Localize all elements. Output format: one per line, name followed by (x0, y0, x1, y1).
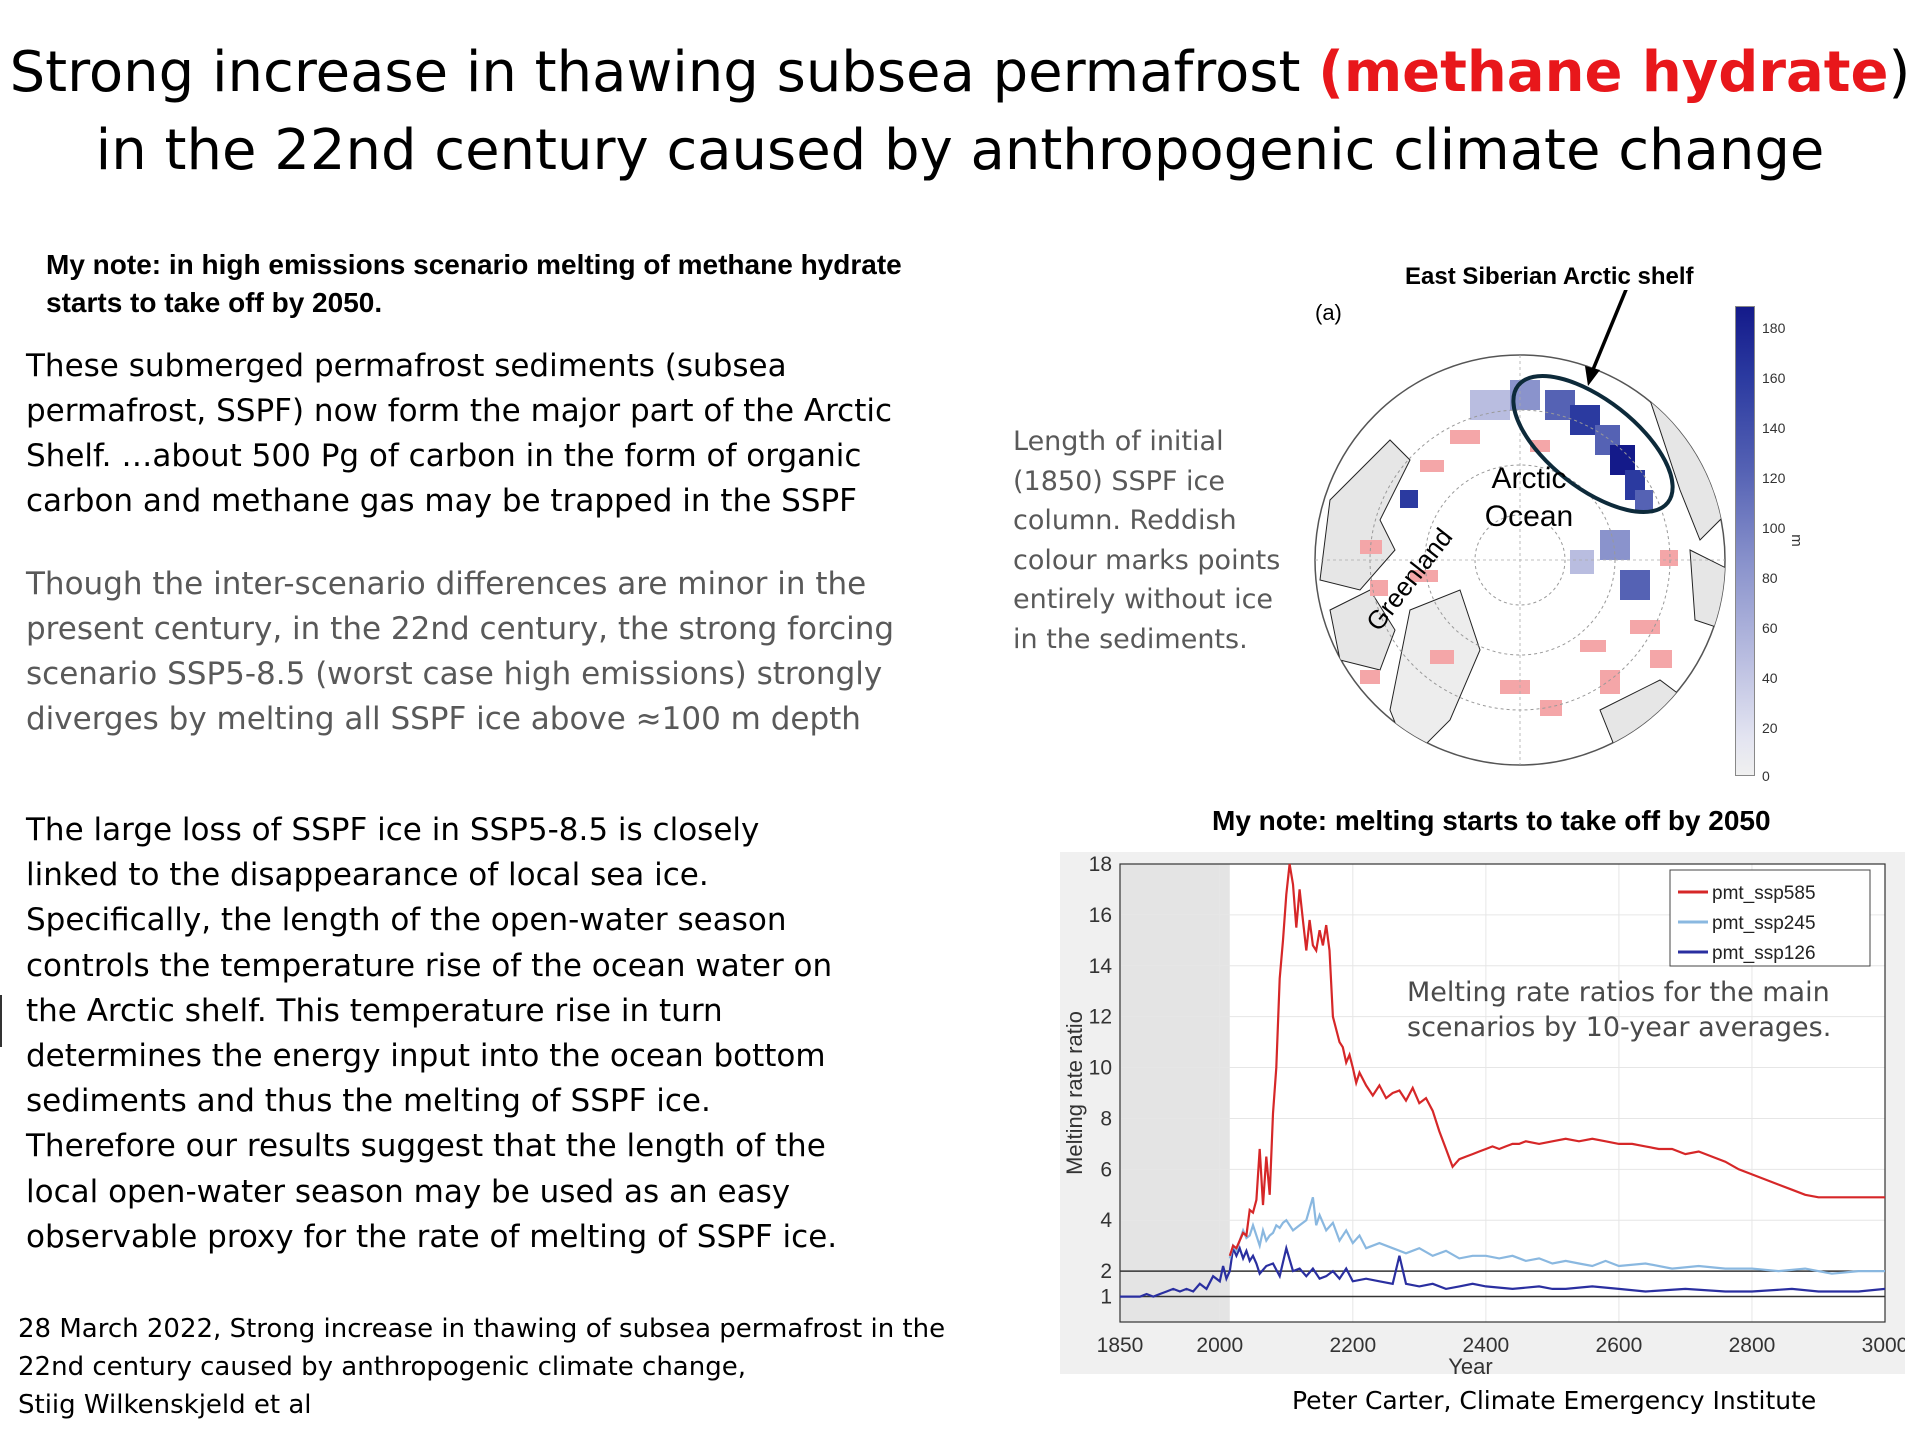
y-tick-label: 6 (1100, 1158, 1112, 1181)
x-tick-label: 3000 (1862, 1334, 1905, 1357)
paragraph-scenario-differences: Though the inter-scenario differences ar… (26, 566, 895, 737)
x-axis-label: Year (1448, 1354, 1492, 1374)
y-tick-label: 2 (1100, 1260, 1112, 1283)
title-line-2: in the 22nd century caused by anthropoge… (95, 118, 1825, 183)
colorbar-unit: m (1787, 534, 1805, 547)
x-tick-label: 2000 (1196, 1334, 1243, 1357)
y-tick-label: 8 (1100, 1107, 1112, 1130)
x-tick-label: 2800 (1729, 1334, 1776, 1357)
series-line-pmt_ssp126 (1120, 1243, 1886, 1298)
legend-label-pmt_ssp245: pmt_ssp245 (1712, 913, 1816, 934)
map-colorbar (1735, 306, 1755, 776)
y-tick-label: 12 (1089, 1006, 1112, 1029)
chart-annotation: Melting rate ratios for the main scenari… (1407, 977, 1832, 1043)
historical-shaded-region (1120, 864, 1230, 1322)
colorbar-tick: 40 (1762, 670, 1778, 686)
title-highlight: (methane hydrate (1318, 40, 1889, 105)
y-tick-label: 1 (1100, 1286, 1112, 1309)
colorbar-tick: 80 (1762, 570, 1778, 586)
map-panel-label: (a) (1315, 300, 1342, 325)
title-line-1: Strong increase in thawing subsea permaf… (9, 40, 1911, 105)
page-title: Strong increase in thawing subsea permaf… (0, 34, 1920, 190)
esas-callout-label: East Siberian Arctic shelf (1405, 263, 1694, 290)
credit: Peter Carter, Climate Emergency Institut… (1292, 1386, 1817, 1415)
y-tick-label: 4 (1100, 1209, 1112, 1232)
citation: 28 March 2022, Strong increase in thawin… (18, 1314, 946, 1420)
legend-box (1669, 869, 1871, 967)
colorbar-tick: 100 (1762, 520, 1786, 536)
colorbar-tick: 0 (1762, 768, 1770, 784)
paragraph-sea-ice-link: The large loss of SSPF ice in SSP5-8.5 i… (26, 812, 838, 1255)
x-tick-label: 2600 (1596, 1334, 1643, 1357)
colorbar-tick: 20 (1762, 720, 1778, 736)
esas-callout-arrow (1590, 290, 1628, 373)
top-note: My note: in high emissions scenario melt… (46, 249, 902, 318)
esas-highlight-ellipse (1511, 374, 1675, 514)
x-tick-label: 2200 (1329, 1334, 1376, 1357)
chart-note: My note: melting starts to take off by 2… (1212, 805, 1771, 836)
colorbar-tick: 60 (1762, 620, 1778, 636)
x-tick-label: 2400 (1463, 1334, 1510, 1357)
colorbar-tick: 180 (1762, 320, 1786, 336)
esas-arrow-head (1585, 366, 1600, 386)
series-line-pmt_ssp245 (1228, 1196, 1885, 1275)
greenland-landmass (1389, 589, 1481, 761)
y-tick-label: 14 (1089, 955, 1113, 978)
series-line-pmt_ssp585 (1228, 863, 1885, 1257)
paragraph-sspf-carbon: These submerged permafrost sediments (su… (26, 348, 893, 519)
x-tick-label: 1850 (1097, 1334, 1144, 1357)
arctic-ocean-label: Arctic Ocean (1484, 462, 1574, 533)
colorbar-tick: 160 (1762, 370, 1786, 386)
y-tick-label: 18 (1089, 853, 1112, 876)
colorbar-tick: 140 (1762, 420, 1786, 436)
plot-frame (1119, 863, 1886, 1323)
arctic-polar-map (1314, 290, 1726, 766)
y-tick-label: 16 (1089, 904, 1112, 927)
y-tick-label: 10 (1089, 1057, 1112, 1080)
legend-label-pmt_ssp585: pmt_ssp585 (1712, 883, 1816, 904)
map-caption: Length of initial (1850) SSPF ice column… (1013, 426, 1281, 655)
colorbar-tick: 120 (1762, 470, 1786, 486)
legend-label-pmt_ssp126: pmt_ssp126 (1712, 943, 1816, 964)
y-axis-label: Melting rate ratio (1062, 1011, 1087, 1175)
left-edge-mark (0, 995, 2, 1047)
